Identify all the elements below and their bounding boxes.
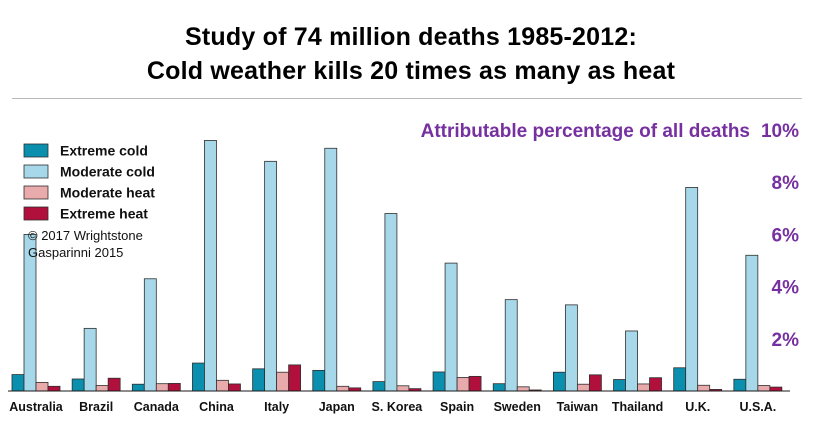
bar-moderate-cold [444, 262, 458, 392]
legend-label: Moderate cold [60, 164, 155, 180]
bar-extreme-cold [372, 381, 386, 392]
bar-extreme-heat [588, 374, 602, 392]
bar-moderate-cold [504, 299, 518, 392]
bar-moderate-heat [757, 385, 771, 392]
bar-moderate-heat [336, 385, 350, 392]
bar-moderate-heat [516, 386, 530, 392]
legend: Extreme cold Moderate cold Moderate heat Ex… [23, 143, 155, 222]
bar-extreme-heat [649, 377, 662, 392]
x-tick-label: China [199, 400, 235, 414]
x-tick-label: Italy [264, 400, 289, 414]
bar-extreme-cold [131, 383, 145, 392]
y-axis-label: Attributable percentage of all deaths [421, 121, 750, 142]
legend-swatch-moderate-cold [23, 164, 49, 179]
bar-moderate-heat [35, 381, 49, 392]
bar-moderate-heat [276, 371, 290, 392]
x-tick-label: Japan [319, 400, 355, 414]
y-tick-label: 2% [772, 330, 800, 351]
bar-moderate-cold [324, 147, 338, 392]
bar-extreme-cold [552, 371, 566, 392]
bar-extreme-heat [288, 364, 302, 392]
bar-moderate-cold [625, 330, 638, 392]
bar-moderate-cold [384, 213, 398, 392]
bar-moderate-cold [745, 254, 759, 392]
bar-moderate-cold [685, 187, 699, 392]
credit: © 2017 Wrightstone Gasparinni 2015 [28, 228, 143, 260]
bar-moderate-heat [155, 383, 169, 392]
y-tick-label: 6% [772, 225, 800, 246]
credit-text: © 2017 Wrightstone [28, 228, 143, 243]
bar-moderate-heat [456, 377, 470, 392]
bar-moderate-heat [576, 383, 590, 392]
x-axis-labels: Australia Brazil Canada China Italy Japan S. K… [9, 400, 776, 414]
x-tick-label: S. Korea [372, 400, 424, 414]
title-divider [12, 98, 802, 99]
bar-extreme-cold [673, 367, 687, 392]
bar-moderate-heat [697, 384, 711, 392]
bar-moderate-heat [396, 385, 410, 392]
x-tick-label: Sweden [494, 400, 541, 414]
legend-label: Moderate heat [60, 185, 155, 201]
bar-extreme-heat [228, 383, 241, 392]
bar-extreme-cold [432, 371, 446, 392]
bar-extreme-cold [11, 374, 25, 392]
y-axis: Attributable percentage of all deaths 2% 4… [421, 121, 800, 351]
bar-extreme-cold [613, 379, 626, 392]
x-tick-label: Canada [134, 400, 180, 414]
y-tick-label: 8% [772, 173, 800, 194]
bar-extreme-cold [192, 362, 205, 392]
credit-text: Gasparinni 2015 [28, 245, 123, 260]
y-tick-label: 4% [772, 278, 800, 299]
bar-moderate-heat [95, 385, 109, 392]
bar-extreme-cold [733, 378, 747, 392]
x-tick-label: Australia [9, 400, 64, 414]
bar-extreme-cold [71, 378, 85, 392]
bar-moderate-cold [83, 327, 97, 392]
x-tick-label: Thailand [612, 400, 663, 414]
x-tick-label: Brazil [79, 400, 113, 414]
bar-extreme-cold [252, 368, 266, 392]
bar-extreme-heat [167, 383, 181, 392]
y-tick-label: 10% [761, 121, 799, 142]
bar-moderate-heat [216, 379, 229, 392]
x-tick-label: Spain [440, 400, 474, 414]
legend-label: Extreme heat [60, 206, 148, 222]
legend-swatch-extreme-heat [23, 206, 49, 221]
bar-moderate-cold [264, 160, 278, 392]
legend-label: Extreme cold [60, 143, 148, 159]
bar-extreme-heat [107, 377, 121, 392]
bar-extreme-heat [769, 386, 783, 392]
bar-moderate-heat [637, 383, 650, 392]
bar-moderate-cold [143, 278, 157, 392]
bar-moderate-cold [564, 304, 578, 392]
legend-swatch-moderate-heat [23, 185, 49, 200]
chart-title-line-1: Study of 74 million deaths 1985-2012: [185, 23, 637, 51]
x-tick-label: U.K. [685, 400, 710, 414]
bars [8, 140, 790, 392]
chart-title-line-2: Cold weather kills 20 times as many as h… [146, 57, 676, 85]
legend-swatch-extreme-cold [23, 143, 49, 158]
x-tick-label: Taiwan [557, 400, 598, 414]
bar-extreme-cold [492, 383, 506, 392]
bar-extreme-heat [468, 375, 482, 392]
bar-extreme-heat [47, 385, 61, 392]
x-tick-label: U.S.A. [739, 400, 776, 414]
bar-extreme-cold [312, 369, 326, 392]
bar-moderate-cold [204, 140, 217, 392]
